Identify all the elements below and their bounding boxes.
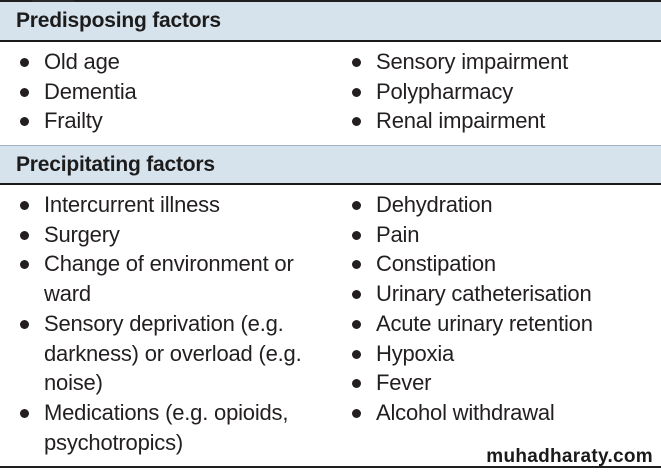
predisposing-title: Predisposing factors xyxy=(16,9,221,32)
precipitating-title: Precipitating factors xyxy=(16,152,215,176)
list-item: Constipation xyxy=(346,249,646,279)
list-item: Dehydration xyxy=(346,190,646,220)
list-item: Sensory deprivation (e.g. darkness) or o… xyxy=(14,309,334,398)
list-item: Urinary catheterisation xyxy=(346,279,646,309)
list-item: Sensory impairment xyxy=(346,47,646,77)
list-item: Change of environment or ward xyxy=(14,249,334,308)
list-item: Frailty xyxy=(14,106,334,136)
precipitating-header: Precipitating factors xyxy=(0,145,661,185)
precipitating-list-right: Dehydration Pain Constipation Urinary ca… xyxy=(346,190,646,428)
list-item: Fever xyxy=(346,368,646,398)
predisposing-list-left: Old age Dementia Frailty xyxy=(14,47,334,136)
list-item: Acute urinary retention xyxy=(346,309,646,339)
precipitating-list-left: Intercurrent illness Surgery Change of e… xyxy=(14,190,334,457)
list-item: Surgery xyxy=(14,220,334,250)
list-item: Old age xyxy=(14,47,334,77)
bottom-rule xyxy=(0,466,661,468)
list-item: Dementia xyxy=(14,77,334,107)
watermark: muhadharaty.com xyxy=(486,446,653,467)
list-item: Polypharmacy xyxy=(346,77,646,107)
list-item: Pain xyxy=(346,220,646,250)
list-item: Alcohol withdrawal xyxy=(346,398,646,428)
predisposing-header: Predisposing factors xyxy=(0,2,661,42)
list-item: Hypoxia xyxy=(346,339,646,369)
list-item: Renal impairment xyxy=(346,106,646,136)
top-rule xyxy=(0,0,661,2)
list-item: Intercurrent illness xyxy=(14,190,334,220)
predisposing-list-right: Sensory impairment Polypharmacy Renal im… xyxy=(346,47,646,136)
list-item: Medications (e.g. opioids, psychotropics… xyxy=(14,398,334,457)
